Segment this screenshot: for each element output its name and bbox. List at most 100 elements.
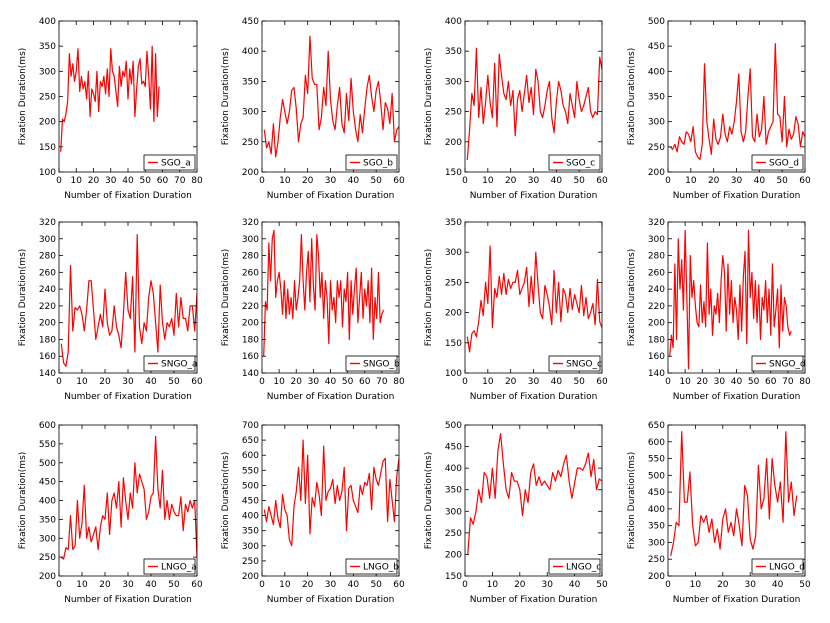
legend: LNGO_d xyxy=(751,558,805,575)
x-tick-label: 40 xyxy=(145,580,157,590)
legend-box xyxy=(751,355,804,372)
x-tick-label: 40 xyxy=(551,377,563,387)
y-axis-label: Fixation Duration(ms) xyxy=(18,452,28,550)
y-tick-label: 200 xyxy=(39,319,56,329)
y-tick-label: 180 xyxy=(242,335,259,345)
y-tick-label: 250 xyxy=(648,143,665,153)
y-axis-label: Fixation Duration(ms) xyxy=(18,249,28,347)
x-tick-label: 60 xyxy=(596,377,608,387)
panel-sngo-d: 0 10 20 30 40 50 60 70 80 140 160 180 200 220 240 260 28… xyxy=(627,218,811,402)
series-line xyxy=(467,433,602,555)
y-tick-label: 140 xyxy=(39,369,56,379)
y-tick-label: 250 xyxy=(242,138,259,148)
x-tick-label: 40 xyxy=(772,580,784,590)
x-tick-label: 50 xyxy=(748,377,760,387)
panel-lngo-b: 0 10 20 30 40 50 60 200 250 300 350 400 450 500 550 600… xyxy=(221,421,405,605)
y-tick-label: 240 xyxy=(648,285,665,295)
x-tick-label: 60 xyxy=(393,176,405,186)
y-tick-label: 350 xyxy=(242,527,259,537)
y-tick-label: 200 xyxy=(39,118,56,128)
panel-sngo-b: 0 10 20 30 40 50 60 70 80 140 160 180 200 220 240 260 28… xyxy=(221,218,405,402)
x-tick-label: 40 xyxy=(551,176,563,186)
legend-box xyxy=(751,558,804,575)
panel-lngo-c: 0 10 20 30 40 50 150 200 250 300 350 400 450 500 Numbe… xyxy=(424,421,608,605)
x-tick-label: 20 xyxy=(708,176,720,186)
y-tick-label: 650 xyxy=(242,436,259,446)
y-axis-label: Fixation Duration(ms) xyxy=(627,48,637,146)
y-tick-label: 250 xyxy=(648,555,665,565)
legend-label: LNGO_d xyxy=(769,563,805,573)
x-tick-label: 10 xyxy=(71,176,83,186)
x-tick-label: 70 xyxy=(174,176,186,186)
x-tick-label: 10 xyxy=(685,176,697,186)
y-tick-label: 140 xyxy=(648,369,665,379)
y-tick-label: 500 xyxy=(445,421,462,431)
x-tick-label: 50 xyxy=(168,580,180,590)
x-tick-label: 50 xyxy=(140,176,152,186)
x-tick-label: 0 xyxy=(56,580,62,590)
x-tick-label: 10 xyxy=(279,580,291,590)
plot-frame xyxy=(667,424,806,577)
y-tick-label: 300 xyxy=(445,77,462,87)
y-tick-label: 450 xyxy=(648,42,665,52)
panel-sgo-d: 0 10 20 30 40 50 60 200 250 300 350 400 450 500 Number… xyxy=(627,17,811,201)
y-tick-label: 180 xyxy=(39,335,56,345)
x-tick-label: 20 xyxy=(505,377,517,387)
legend-box xyxy=(345,355,398,372)
legend-label: SGO_a xyxy=(161,159,191,169)
legend-label: SNGO_b xyxy=(363,360,400,370)
legend-label: LNGO_a xyxy=(161,563,197,573)
y-axis-label: Fixation Duration(ms) xyxy=(424,249,434,347)
y-axis-label: Fixation Duration(ms) xyxy=(627,249,637,347)
y-tick-label: 150 xyxy=(445,572,462,582)
y-tick-label: 350 xyxy=(445,47,462,57)
y-tick-label: 300 xyxy=(445,507,462,517)
x-tick-label: 30 xyxy=(744,580,756,590)
y-tick-label: 300 xyxy=(445,248,462,258)
x-tick-label: 70 xyxy=(376,377,388,387)
legend-box xyxy=(751,154,804,171)
x-axis-label: Number of Fixation Duration xyxy=(673,392,801,402)
y-tick-label: 300 xyxy=(242,235,259,245)
panel-sngo-c: 0 10 20 30 40 50 60 100 150 200 250 300 350 Number of… xyxy=(424,218,608,402)
y-tick-label: 350 xyxy=(445,218,462,228)
x-tick-label: 10 xyxy=(273,377,285,387)
y-tick-label: 400 xyxy=(242,47,259,57)
y-tick-label: 550 xyxy=(648,455,665,465)
y-tick-label: 220 xyxy=(242,302,259,312)
x-tick-label: 40 xyxy=(348,176,360,186)
legend-label: SNGO_c xyxy=(566,360,602,370)
panel-sgo-a: 0 10 20 30 40 50 60 70 80 100 150 200 250 300 350 400 Nu… xyxy=(18,17,203,201)
series-line xyxy=(263,35,399,158)
plot-frame xyxy=(464,424,603,577)
x-tick-label: 0 xyxy=(665,176,671,186)
y-tick-label: 400 xyxy=(648,67,665,77)
x-tick-label: 30 xyxy=(325,580,337,590)
legend-box xyxy=(345,154,398,171)
y-tick-label: 320 xyxy=(39,218,56,228)
x-tick-label: 10 xyxy=(487,580,499,590)
y-tick-label: 260 xyxy=(39,268,56,278)
x-axis-label: Number of Fixation Duration xyxy=(64,595,192,605)
legend: SNGO_b xyxy=(345,355,400,372)
y-tick-label: 700 xyxy=(242,421,259,431)
y-tick-label: 450 xyxy=(445,443,462,453)
series-line xyxy=(670,431,798,556)
x-tick-label: 0 xyxy=(259,580,265,590)
x-tick-label: 50 xyxy=(776,176,788,186)
x-tick-label: 20 xyxy=(505,176,517,186)
x-axis-label: Number of Fixation Duration xyxy=(64,392,192,402)
x-tick-label: 50 xyxy=(799,580,811,590)
y-tick-label: 300 xyxy=(39,67,56,77)
y-tick-label: 200 xyxy=(242,168,259,178)
legend: SGO_c xyxy=(548,154,601,171)
series-line xyxy=(60,45,160,152)
x-tick-label: 40 xyxy=(754,176,766,186)
x-axis-label: Number of Fixation Duration xyxy=(470,392,598,402)
x-tick-label: 0 xyxy=(259,377,265,387)
y-tick-label: 160 xyxy=(242,352,259,362)
x-tick-label: 30 xyxy=(541,580,553,590)
x-tick-label: 30 xyxy=(325,176,337,186)
y-tick-label: 450 xyxy=(242,497,259,507)
y-tick-label: 650 xyxy=(648,421,665,431)
